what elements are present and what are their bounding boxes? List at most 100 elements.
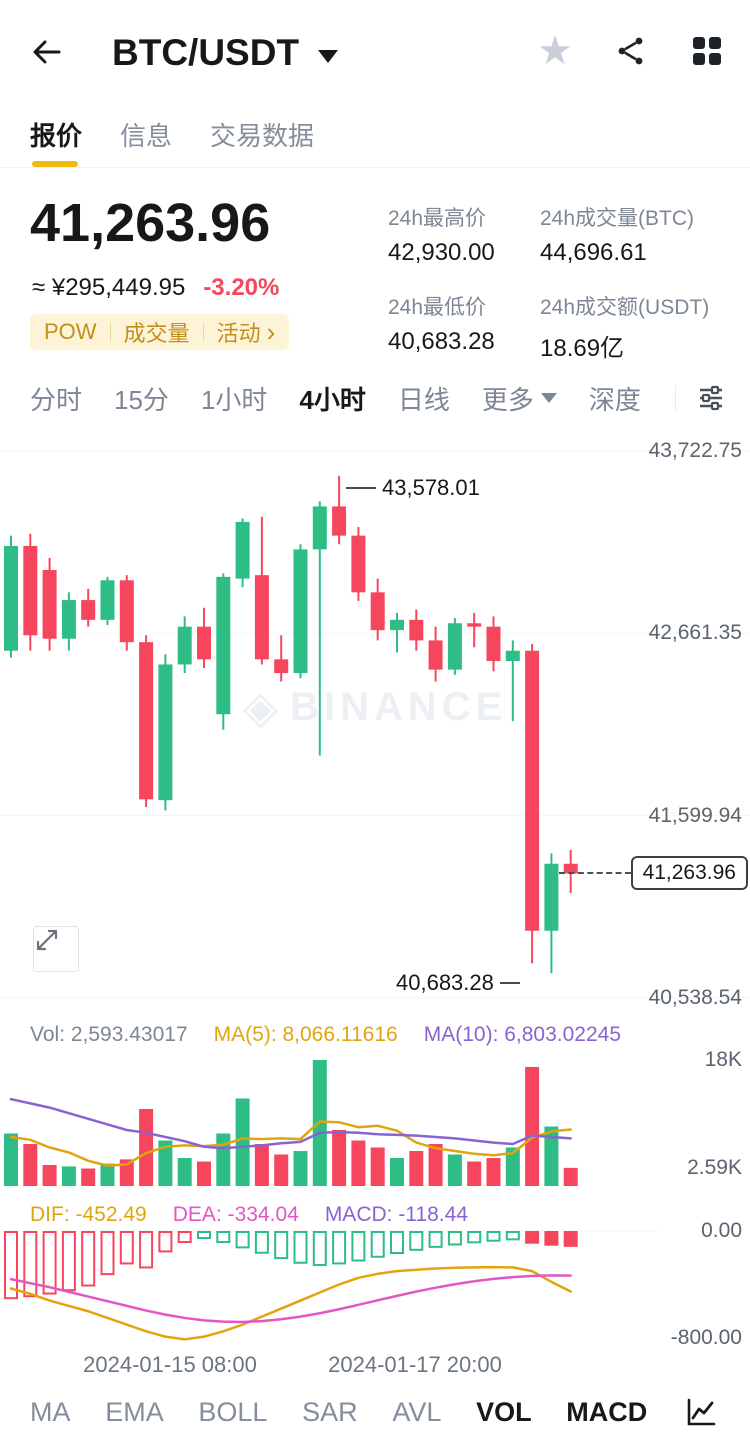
macd-axis-min: -800.00 [670,1326,742,1349]
volume-bar [197,1161,211,1186]
volume-bar [351,1140,366,1186]
stat-24h-turnover-usdt: 24h成交额(USDT) 18.69亿 [540,296,710,362]
macd-bar [293,1231,308,1264]
x-axis-label: 2024-01-17 20:00 [328,1352,502,1377]
header-icons: ★ [536,29,726,73]
token-tags[interactable]: POW 成交量 活动 › [30,314,290,350]
macd-bar [254,1231,269,1254]
dif-value: DIF: -452.49 [30,1203,147,1226]
interval-15m[interactable]: 15分 [114,384,169,415]
macd-value: MACD: -118.44 [324,1203,468,1226]
tag-pow[interactable]: POW [44,319,97,344]
vol-ma5-value: MA(5): 8,066.11616 [213,1023,398,1046]
macd-canvas [0,1230,660,1341]
x-axis-label: 2024-01-15 08:00 [83,1352,257,1377]
pair-dropdown-caret-icon[interactable] [318,50,338,63]
macd-bar [197,1231,211,1240]
interval-1d[interactable]: 日线 [397,384,450,415]
volume-bar [563,1167,578,1186]
candle-body [525,650,540,931]
chevron-right-icon: › [266,317,276,347]
divider [674,385,676,411]
y-axis-label: 41,599.94 [648,804,742,827]
volume-chart[interactable]: Vol: 2,593.43017 MA(5): 8,066.11616 MA(1… [0,1015,750,1195]
tag-volume[interactable]: 成交量 [123,321,190,346]
volume-bar [100,1163,115,1186]
price-section: 41,263.96 ≈ ¥295,449.95 -3.20% POW 成交量 活… [0,168,750,370]
candle-wick [396,612,398,653]
indicator-ema[interactable]: EMA [105,1396,164,1427]
indicator-bar: MA EMA BOLL SAR AVL VOL MACD [0,1384,750,1440]
macd-bar [428,1231,443,1248]
volume-bar [235,1098,250,1186]
indicator-macd[interactable]: MACD [566,1396,648,1427]
vol-axis-max: 18K [704,1048,742,1071]
tab-info[interactable]: 信息 [120,121,173,151]
interval-1h[interactable]: 1小时 [200,384,268,415]
candle-body [235,521,250,579]
candle-wick [473,612,476,648]
indicator-vol[interactable]: VOL [476,1396,532,1427]
macd-bar [274,1231,289,1260]
vol-ma5-line [9,1120,572,1167]
interval-time[interactable]: 分时 [30,384,83,415]
y-axis-label: 43,722.75 [648,439,742,462]
tag-activity[interactable]: 活动 [216,321,261,346]
candle-body [544,863,559,931]
arrow-left-icon [33,40,61,64]
indicator-sar[interactable]: SAR [302,1396,358,1427]
volume-bar [332,1130,347,1186]
chart-type-icon[interactable] [682,1393,720,1431]
volume-bar [293,1151,308,1186]
candle-body [351,535,366,593]
candle-body [447,623,462,670]
candle-body [81,600,96,620]
interval-4h[interactable]: 4小时 [299,384,366,415]
chart-settings-icon[interactable] [692,379,730,417]
indicator-boll[interactable]: BOLL [198,1396,268,1427]
last-price: 41,263.96 [30,193,271,253]
macd-bar [563,1231,578,1247]
candle-wick [280,635,283,682]
stat-24h-volume-btc: 24h成交量(BTC) 44,696.61 [540,207,695,266]
tab-quote[interactable]: 报价 [30,121,83,151]
tab-trading-data[interactable]: 交易数据 [210,121,315,151]
favorite-star-icon[interactable]: ★ [537,29,573,73]
candle-body [4,545,18,651]
dea-line [9,1274,572,1324]
dashed-price-line [558,872,631,874]
vol-ma10-line [9,1097,572,1150]
candle-body [505,650,520,662]
stat-24h-high: 24h最高价 42,930.00 [388,207,495,266]
macd-bar [4,1231,18,1300]
volume-canvas [4,1060,578,1186]
volume-bar [390,1158,404,1186]
pair-title[interactable]: BTC/USDT [112,32,300,73]
candle-body [467,623,482,627]
apps-grid-icon[interactable] [688,32,726,70]
volume-bar [409,1151,424,1186]
indicator-avl[interactable]: AVL [392,1396,442,1427]
divider [202,323,204,341]
chevron-down-icon [540,393,557,403]
expand-arrows-icon [36,929,58,951]
binance-logo-icon: ◈ [242,681,279,733]
back-button[interactable] [26,32,66,72]
volume-bar [177,1158,192,1186]
fullscreen-button[interactable] [33,926,79,972]
share-icon[interactable] [612,32,650,70]
indicator-ma[interactable]: MA [30,1396,71,1427]
candlestick-chart[interactable]: ◈ BINANCE 43,722.75 42,661.35 41,599.94 … [0,430,750,1010]
interval-more[interactable]: 更多 [482,380,557,417]
candle-body [428,640,443,670]
volume-bar [42,1165,57,1186]
volume-bar [505,1147,520,1186]
header: BTC/USDT ★ [0,0,750,102]
interval-bar: 分时 15分 1小时 4小时 日线 更多 深度 [0,372,750,424]
volume-bar [428,1144,443,1186]
macd-bar [467,1231,482,1244]
interval-depth[interactable]: 深度 [588,384,641,415]
macd-bar [158,1231,173,1253]
candle-body [42,570,57,639]
macd-chart[interactable]: DIF: -452.49 DEA: -334.04 MACD: -118.44 … [0,1195,750,1349]
